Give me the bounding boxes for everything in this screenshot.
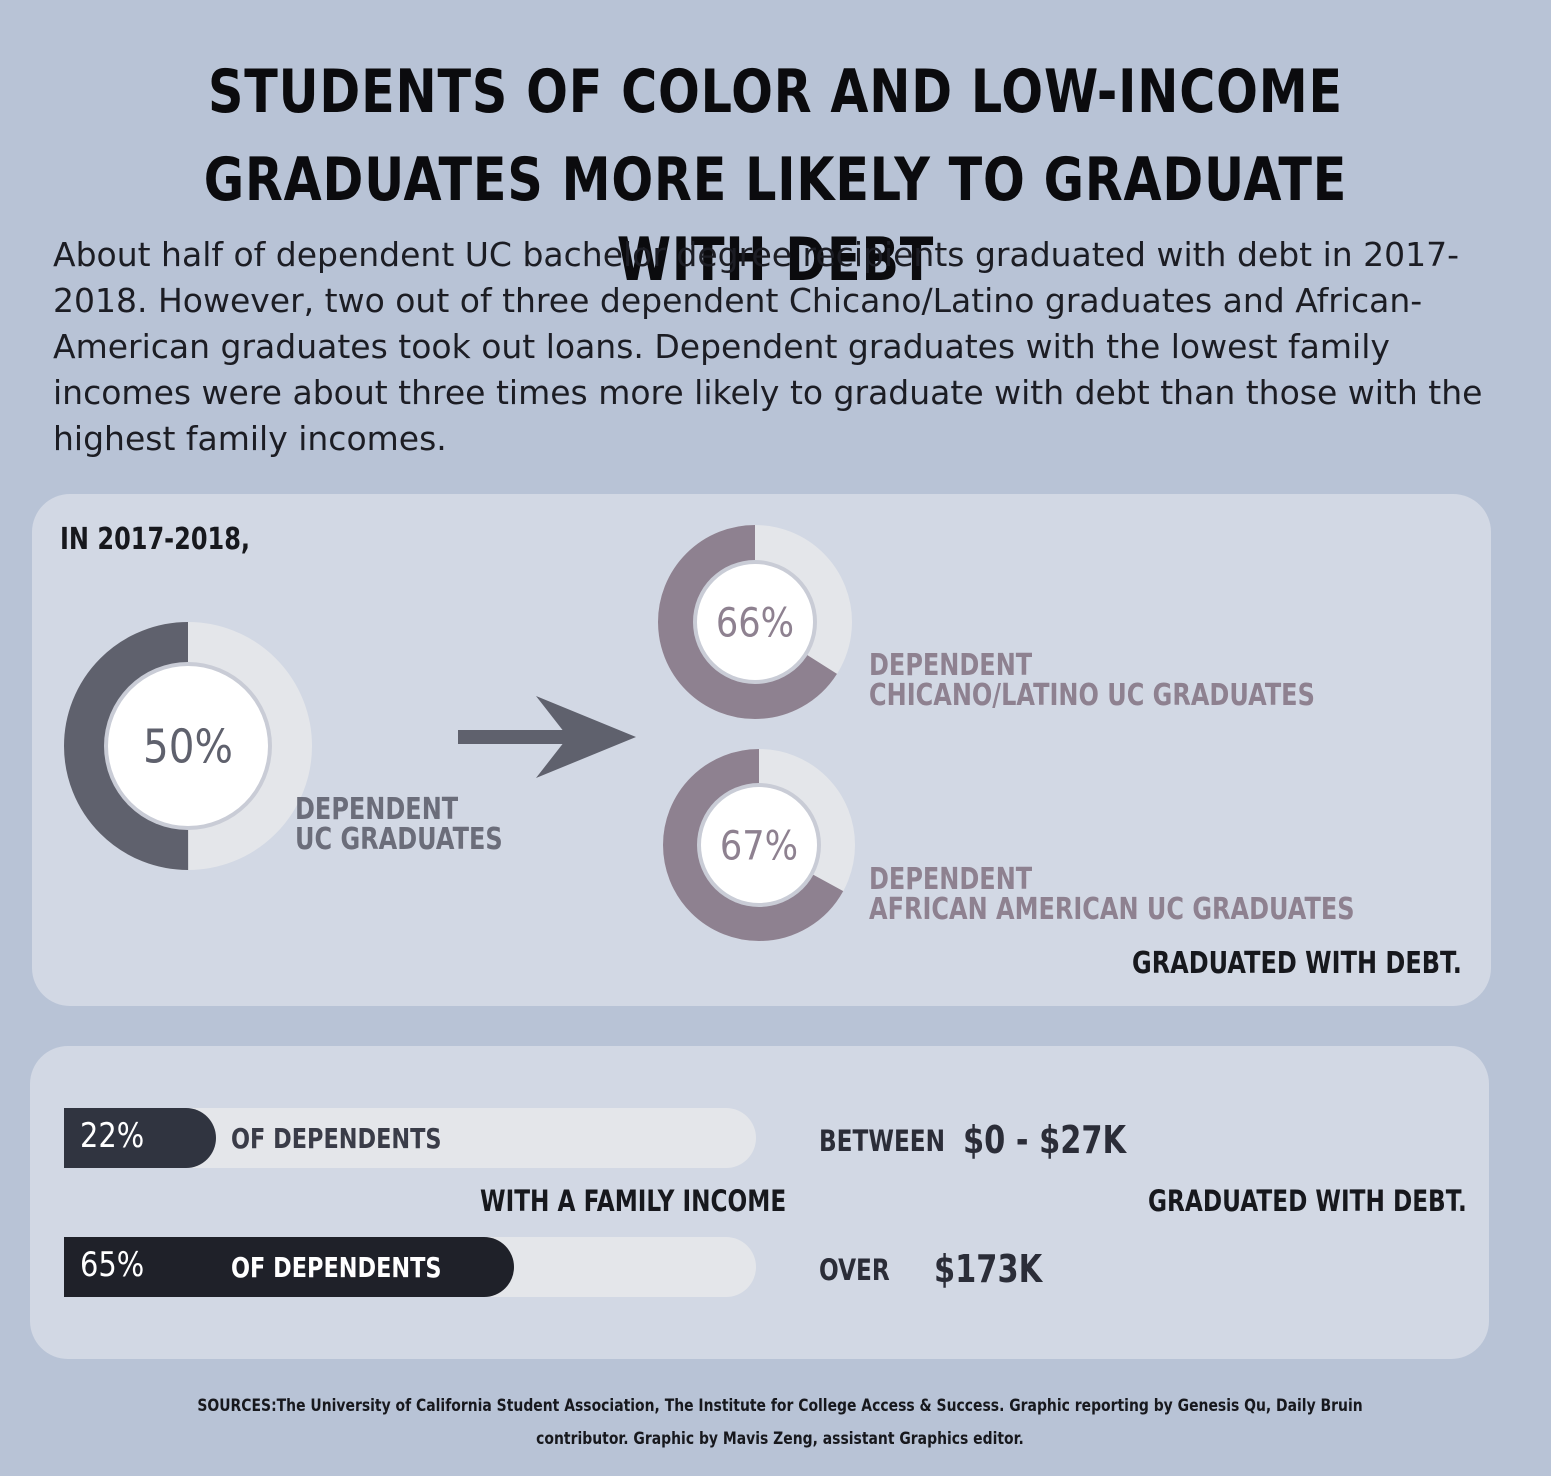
- intro-paragraph: About half of dependent UC bachelor degr…: [53, 235, 1483, 458]
- label-chicano-latino: DEPENDENT CHICANO/LATINO UC GRADUATES: [869, 648, 1315, 713]
- panel-bottom-footer: GRADUATED WITH DEBT.: [1148, 1184, 1467, 1218]
- income-bar-high-fill: [64, 1237, 514, 1297]
- donut-slice: [658, 525, 852, 719]
- label-uc-graduates: DEPENDENT UC GRADUATES: [295, 792, 503, 857]
- donut-center: [108, 666, 268, 826]
- sources-credit: SOURCES:The University of California Stu…: [197, 1396, 1363, 1449]
- income-bar-high-text: OF DEPENDENTS: [231, 1251, 442, 1284]
- income-panel: [30, 1046, 1489, 1359]
- donut-chicano-latino: 66%: [658, 525, 852, 719]
- donut-slice: [64, 622, 312, 870]
- arrow-right-icon: [458, 696, 636, 778]
- headline-line-1: STUDENTS OF COLOR AND LOW-INCOME: [208, 57, 1343, 127]
- donut-center: [701, 787, 817, 903]
- panel-top-footer: GRADUATED WITH DEBT.: [1132, 946, 1462, 981]
- income-bar-high-pct: 65%: [80, 1245, 145, 1285]
- donut-african-american: 67%: [663, 749, 855, 941]
- donut-uc-graduates: 50%: [64, 622, 312, 870]
- income-bar-low-fill: [64, 1108, 217, 1168]
- donut-percent-label: 50%: [143, 721, 233, 774]
- label-african-american: DEPENDENT AFRICAN AMERICAN UC GRADUATES: [869, 862, 1355, 927]
- income-qualifier-high: OVER: [819, 1253, 890, 1287]
- income-range-low: $0 - $27K: [963, 1118, 1127, 1162]
- donut-percent-label: 67%: [720, 822, 798, 869]
- donut-slice: [663, 749, 855, 941]
- family-income-label: WITH A FAMILY INCOME: [480, 1184, 787, 1218]
- panel-lead: IN 2017-2018,: [60, 522, 251, 557]
- donut-center: [697, 564, 813, 680]
- income-bar-low: 22% OF DEPENDENTS: [64, 1108, 756, 1168]
- income-range-high: $173K: [934, 1247, 1043, 1291]
- income-bar-high: 65% OF DEPENDENTS: [64, 1237, 756, 1297]
- income-bar-low-text: OF DEPENDENTS: [231, 1122, 442, 1155]
- income-qualifier-low: BETWEEN: [819, 1124, 946, 1158]
- headline-line-2: GRADUATES MORE LIKELY TO GRADUATE WITH D…: [203, 145, 1348, 295]
- income-bar-low-pct: 22%: [80, 1116, 145, 1156]
- donut-percent-label: 66%: [716, 599, 794, 646]
